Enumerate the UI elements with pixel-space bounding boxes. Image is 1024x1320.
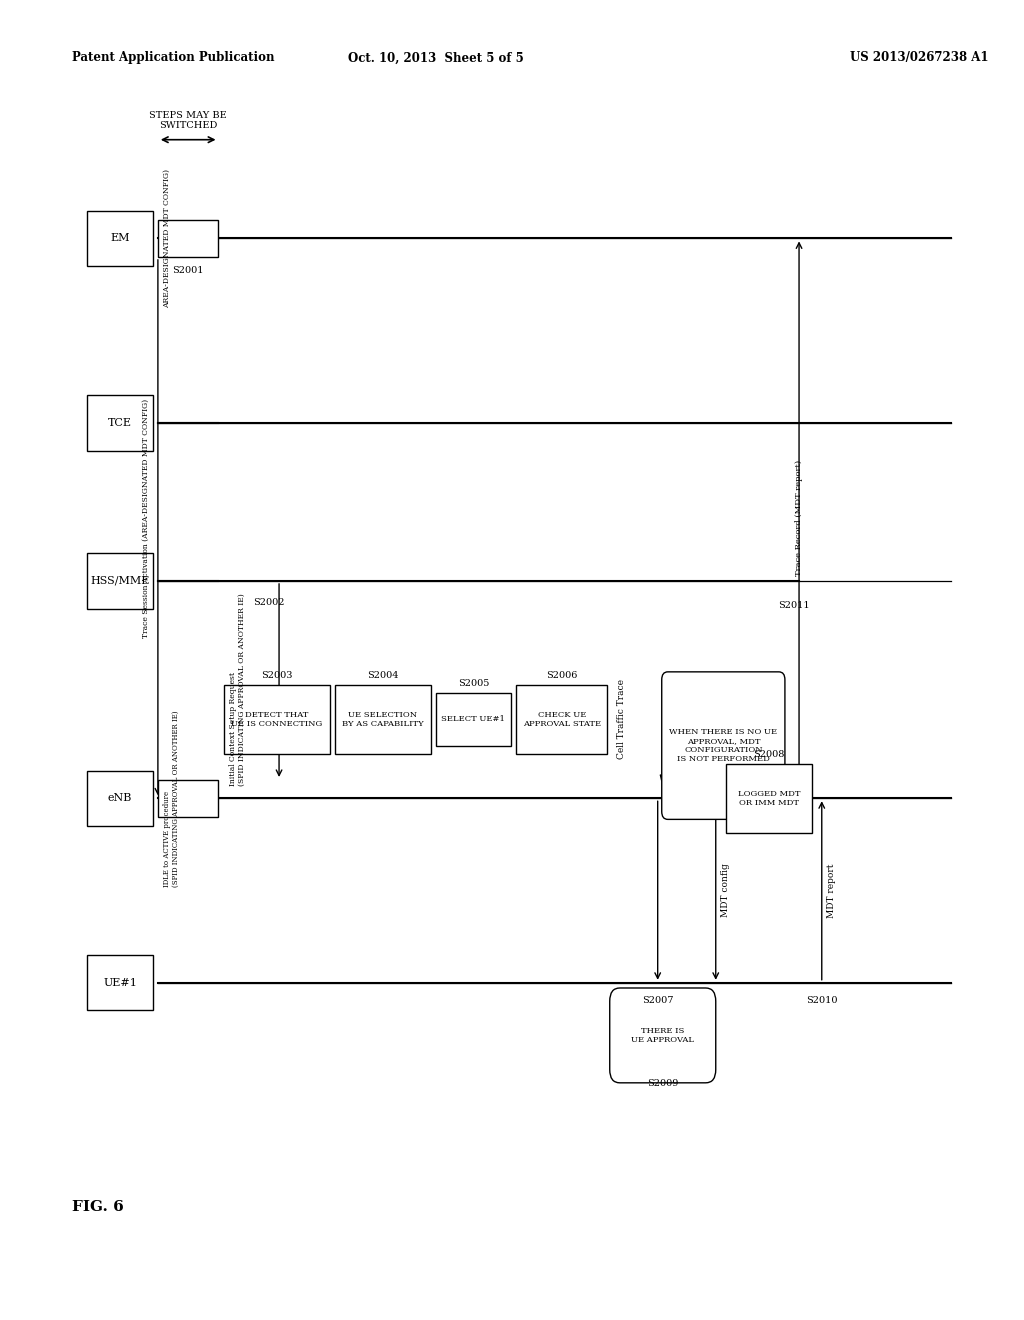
Text: MDT config: MDT config [721,863,730,917]
FancyBboxPatch shape [435,693,511,746]
Text: Cell Traffic Trace: Cell Traffic Trace [617,680,627,759]
Text: S2002: S2002 [253,598,285,607]
Text: EM: EM [111,234,130,243]
Text: HSS/MME: HSS/MME [90,576,150,586]
Text: S2006: S2006 [546,671,578,680]
FancyBboxPatch shape [158,220,218,257]
Text: IDLE to ACTIVE procedure
(SPID INDICATING APPROVAL OR ANOTHER IE): IDLE to ACTIVE procedure (SPID INDICATIN… [163,710,180,887]
FancyBboxPatch shape [609,987,716,1082]
Text: S2011: S2011 [778,601,810,610]
Text: UE#1: UE#1 [103,978,137,987]
Text: SELECT UE#1: SELECT UE#1 [441,715,506,723]
FancyBboxPatch shape [87,553,153,609]
Text: UE SELECTION
BY AS CAPABILITY: UE SELECTION BY AS CAPABILITY [342,710,424,727]
Text: CHECK UE
APPROVAL STATE: CHECK UE APPROVAL STATE [522,710,601,727]
FancyBboxPatch shape [726,764,812,833]
Text: Trace Record (MDT report): Trace Record (MDT report) [795,461,803,577]
FancyBboxPatch shape [223,685,330,754]
Text: LOGGED MDT
OR IMM MDT: LOGGED MDT OR IMM MDT [737,789,800,807]
Text: STEPS MAY BE
SWITCHED: STEPS MAY BE SWITCHED [150,111,227,131]
Text: Trace Session Activation (AREA-DESIGNATED MDT CONFIG): Trace Session Activation (AREA-DESIGNATE… [141,399,150,638]
Text: S2010: S2010 [806,995,838,1005]
FancyBboxPatch shape [516,685,607,754]
FancyBboxPatch shape [87,956,153,1010]
FancyBboxPatch shape [158,780,218,817]
Text: FIG. 6: FIG. 6 [72,1200,124,1214]
Text: S2005: S2005 [458,678,489,688]
FancyBboxPatch shape [87,395,153,450]
Text: US 2013/0267238 A1: US 2013/0267238 A1 [850,51,988,65]
Text: S2003: S2003 [261,671,292,680]
Text: S2008: S2008 [753,750,784,759]
Text: MDT report: MDT report [826,863,836,917]
Text: Oct. 10, 2013  Sheet 5 of 5: Oct. 10, 2013 Sheet 5 of 5 [348,51,523,65]
FancyBboxPatch shape [335,685,430,754]
Text: THERE IS
UE APPROVAL: THERE IS UE APPROVAL [631,1027,694,1044]
Text: AREA-DESIGNATED MDT CONFIG): AREA-DESIGNATED MDT CONFIG) [163,169,171,308]
Text: Patent Application Publication: Patent Application Publication [72,51,274,65]
Text: TCE: TCE [108,418,132,428]
FancyBboxPatch shape [87,771,153,826]
Text: S2007: S2007 [642,995,674,1005]
Text: S2004: S2004 [367,671,398,680]
Text: S2009: S2009 [647,1078,679,1088]
FancyBboxPatch shape [87,211,153,267]
Text: WHEN THERE IS NO UE
APPROVAL, MDT
CONFIGURATION
IS NOT PERFORMED: WHEN THERE IS NO UE APPROVAL, MDT CONFIG… [670,727,777,763]
Text: eNB: eNB [108,793,132,804]
FancyBboxPatch shape [662,672,785,820]
Text: S2001: S2001 [172,267,204,275]
Text: Initial Context Setup Request
(SPID INDICATING APPROVAL OR ANOTHER IE): Initial Context Setup Request (SPID INDI… [228,593,246,785]
Text: DETECT THAT
UE IS CONNECTING: DETECT THAT UE IS CONNECTING [230,710,323,727]
